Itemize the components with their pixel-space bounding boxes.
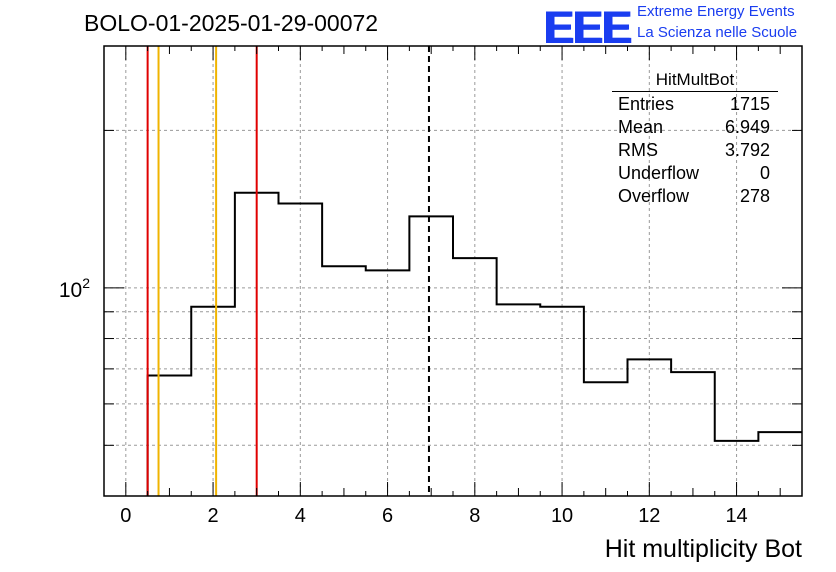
- stats-value: 0: [759, 163, 770, 183]
- chart-title: BOLO-01-2025-01-29-00072: [84, 10, 379, 36]
- stats-label: Overflow: [618, 186, 690, 206]
- y-tick-label-exponent: 2: [82, 275, 90, 291]
- stats-value: 3.792: [724, 140, 770, 160]
- x-tick-label: 8: [469, 505, 480, 527]
- x-tick-label: 12: [638, 505, 660, 527]
- histogram-outline: [146, 191, 802, 496]
- stats-box-title: HitMultBot: [612, 70, 778, 92]
- stats-row-rms: RMS 3.792: [612, 139, 778, 162]
- stats-value: 278: [739, 186, 770, 206]
- stats-label: RMS: [618, 140, 658, 160]
- marker-lines: [146, 46, 430, 496]
- stats-label: Mean: [618, 117, 664, 137]
- stats-box: HitMultBot Entries 1715 Mean 6.949 RMS 3…: [612, 70, 778, 208]
- x-tick-label: 6: [382, 505, 393, 527]
- x-tick-label: 10: [551, 505, 573, 527]
- histogram-bars: [146, 191, 802, 496]
- logo-text-line2: La Scienza nelle Scuole: [637, 24, 798, 41]
- stats-value: 6.949: [724, 117, 770, 137]
- eee-logo: EEE: [544, 2, 632, 53]
- stats-value: 1715: [729, 94, 770, 114]
- logo-text-line1: Extreme Energy Events: [637, 3, 795, 20]
- stats-label: Underflow: [618, 163, 700, 183]
- stats-row-entries: Entries 1715: [612, 93, 778, 116]
- stats-row-underflow: Underflow 0: [612, 162, 778, 185]
- x-axis-label: Hit multiplicity Bot: [604, 535, 802, 563]
- stats-label: Entries: [618, 94, 675, 114]
- x-tick-label: 2: [208, 505, 219, 527]
- x-tick-label: 4: [295, 505, 306, 527]
- axes: [103, 45, 803, 497]
- y-tick-label: 102: [59, 275, 90, 302]
- x-tick-label: 0: [120, 505, 131, 527]
- x-tick-label: 14: [725, 505, 747, 527]
- y-tick-label-base: 10: [59, 279, 82, 302]
- stats-row-mean: Mean 6.949: [612, 116, 778, 139]
- stats-row-overflow: Overflow 278: [612, 185, 778, 208]
